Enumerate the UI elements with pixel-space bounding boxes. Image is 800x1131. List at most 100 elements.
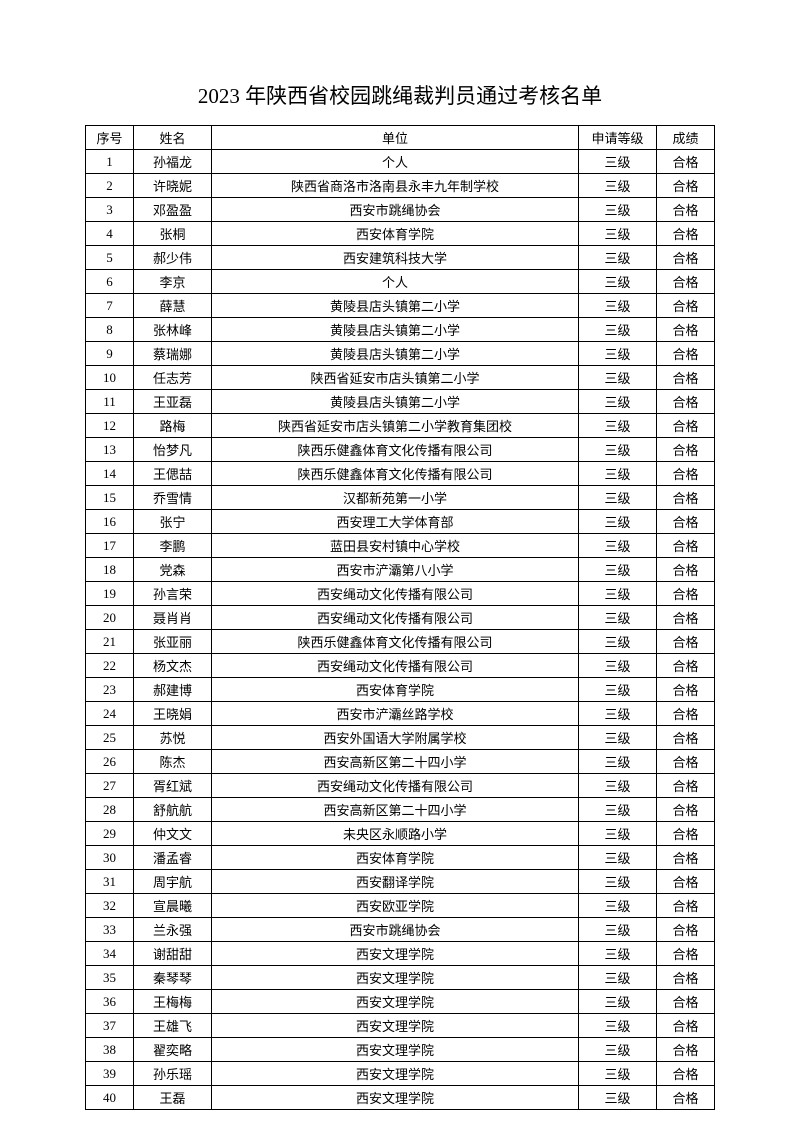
- cell-seq: 20: [86, 606, 134, 630]
- table-row: 10任志芳陕西省延安市店头镇第二小学三级合格: [86, 366, 715, 390]
- cell-name: 王晓娟: [134, 702, 212, 726]
- cell-seq: 18: [86, 558, 134, 582]
- cell-level: 三级: [579, 822, 657, 846]
- table-row: 38翟奕略西安文理学院三级合格: [86, 1038, 715, 1062]
- cell-name: 郝建博: [134, 678, 212, 702]
- table-row: 16张宁西安理工大学体育部三级合格: [86, 510, 715, 534]
- cell-result: 合格: [657, 198, 715, 222]
- cell-level: 三级: [579, 510, 657, 534]
- cell-level: 三级: [579, 318, 657, 342]
- cell-seq: 13: [86, 438, 134, 462]
- cell-level: 三级: [579, 390, 657, 414]
- cell-result: 合格: [657, 222, 715, 246]
- cell-result: 合格: [657, 510, 715, 534]
- cell-level: 三级: [579, 894, 657, 918]
- cell-result: 合格: [657, 534, 715, 558]
- referee-table: 序号 姓名 单位 申请等级 成绩 1孙福龙个人三级合格2许晓妮陕西省商洛市洛南县…: [85, 125, 715, 1110]
- cell-level: 三级: [579, 1086, 657, 1110]
- cell-seq: 36: [86, 990, 134, 1014]
- table-row: 39孙乐瑶西安文理学院三级合格: [86, 1062, 715, 1086]
- table-row: 2许晓妮陕西省商洛市洛南县永丰九年制学校三级合格: [86, 174, 715, 198]
- cell-name: 邓盈盈: [134, 198, 212, 222]
- table-row: 35秦琴琴西安文理学院三级合格: [86, 966, 715, 990]
- cell-level: 三级: [579, 774, 657, 798]
- cell-result: 合格: [657, 630, 715, 654]
- cell-level: 三级: [579, 678, 657, 702]
- cell-result: 合格: [657, 1086, 715, 1110]
- cell-name: 陈杰: [134, 750, 212, 774]
- header-org: 单位: [212, 126, 579, 150]
- cell-level: 三级: [579, 726, 657, 750]
- cell-name: 李京: [134, 270, 212, 294]
- cell-result: 合格: [657, 150, 715, 174]
- cell-level: 三级: [579, 366, 657, 390]
- cell-name: 王梅梅: [134, 990, 212, 1014]
- cell-result: 合格: [657, 438, 715, 462]
- cell-result: 合格: [657, 846, 715, 870]
- cell-result: 合格: [657, 414, 715, 438]
- cell-name: 孙乐瑶: [134, 1062, 212, 1086]
- header-seq: 序号: [86, 126, 134, 150]
- cell-result: 合格: [657, 798, 715, 822]
- cell-result: 合格: [657, 678, 715, 702]
- table-row: 9蔡瑞娜黄陵县店头镇第二小学三级合格: [86, 342, 715, 366]
- cell-seq: 34: [86, 942, 134, 966]
- cell-org: 西安绳动文化传播有限公司: [212, 774, 579, 798]
- cell-seq: 40: [86, 1086, 134, 1110]
- cell-level: 三级: [579, 702, 657, 726]
- cell-org: 西安市浐灞第八小学: [212, 558, 579, 582]
- cell-org: 西安体育学院: [212, 846, 579, 870]
- cell-org: 蓝田县安村镇中心学校: [212, 534, 579, 558]
- table-row: 28舒航航西安高新区第二十四小学三级合格: [86, 798, 715, 822]
- cell-seq: 19: [86, 582, 134, 606]
- cell-level: 三级: [579, 798, 657, 822]
- cell-name: 蔡瑞娜: [134, 342, 212, 366]
- cell-name: 翟奕略: [134, 1038, 212, 1062]
- cell-org: 西安文理学院: [212, 990, 579, 1014]
- cell-result: 合格: [657, 270, 715, 294]
- cell-name: 兰永强: [134, 918, 212, 942]
- cell-seq: 33: [86, 918, 134, 942]
- cell-result: 合格: [657, 318, 715, 342]
- table-row: 6李京个人三级合格: [86, 270, 715, 294]
- cell-seq: 30: [86, 846, 134, 870]
- table-row: 26陈杰西安高新区第二十四小学三级合格: [86, 750, 715, 774]
- cell-level: 三级: [579, 438, 657, 462]
- cell-org: 黄陵县店头镇第二小学: [212, 318, 579, 342]
- cell-result: 合格: [657, 774, 715, 798]
- cell-level: 三级: [579, 606, 657, 630]
- cell-seq: 10: [86, 366, 134, 390]
- cell-org: 西安文理学院: [212, 1038, 579, 1062]
- cell-org: 西安外国语大学附属学校: [212, 726, 579, 750]
- cell-result: 合格: [657, 582, 715, 606]
- table-row: 36王梅梅西安文理学院三级合格: [86, 990, 715, 1014]
- cell-seq: 38: [86, 1038, 134, 1062]
- cell-seq: 6: [86, 270, 134, 294]
- cell-org: 西安文理学院: [212, 966, 579, 990]
- cell-org: 黄陵县店头镇第二小学: [212, 390, 579, 414]
- cell-org: 西安文理学院: [212, 1062, 579, 1086]
- table-row: 33兰永强西安市跳绳协会三级合格: [86, 918, 715, 942]
- cell-org: 陕西乐健鑫体育文化传播有限公司: [212, 630, 579, 654]
- cell-name: 仲文文: [134, 822, 212, 846]
- table-row: 17李鹏蓝田县安村镇中心学校三级合格: [86, 534, 715, 558]
- cell-org: 西安市跳绳协会: [212, 918, 579, 942]
- header-result: 成绩: [657, 126, 715, 150]
- cell-level: 三级: [579, 990, 657, 1014]
- cell-seq: 22: [86, 654, 134, 678]
- cell-level: 三级: [579, 198, 657, 222]
- cell-org: 西安高新区第二十四小学: [212, 798, 579, 822]
- cell-level: 三级: [579, 1038, 657, 1062]
- cell-name: 苏悦: [134, 726, 212, 750]
- cell-name: 路梅: [134, 414, 212, 438]
- cell-name: 乔雪情: [134, 486, 212, 510]
- cell-result: 合格: [657, 942, 715, 966]
- cell-result: 合格: [657, 342, 715, 366]
- cell-org: 汉都新苑第一小学: [212, 486, 579, 510]
- cell-name: 张林峰: [134, 318, 212, 342]
- cell-org: 西安市跳绳协会: [212, 198, 579, 222]
- cell-name: 许晓妮: [134, 174, 212, 198]
- cell-org: 黄陵县店头镇第二小学: [212, 294, 579, 318]
- table-row: 31周宇航西安翻译学院三级合格: [86, 870, 715, 894]
- cell-seq: 15: [86, 486, 134, 510]
